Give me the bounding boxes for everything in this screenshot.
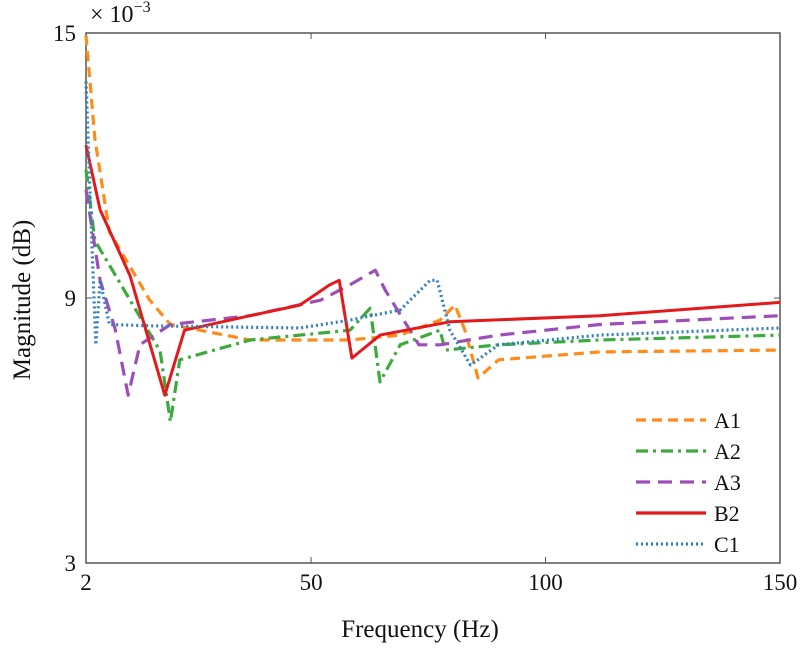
x-tick-label: 2 — [80, 570, 92, 595]
series-line-a3 — [84, 189, 781, 397]
x-tick-label: 100 — [528, 570, 563, 595]
legend-label-a2: A2 — [714, 439, 741, 464]
series-line-a1 — [84, 35, 781, 380]
y-axis-label: Magnitude (dB) — [9, 220, 36, 380]
series-line-a2 — [84, 169, 781, 424]
legend-label-c1: C1 — [714, 532, 740, 557]
x-tick-label: 50 — [300, 570, 323, 595]
y-exponent-label: × 10−3 — [90, 0, 151, 28]
x-tick-label: 150 — [763, 570, 798, 595]
legend-label-a1: A1 — [714, 408, 741, 433]
y-tick-label: 9 — [65, 286, 77, 311]
series-line-c1 — [84, 81, 781, 367]
legend-label-a3: A3 — [714, 470, 741, 495]
y-tick-label: 3 — [65, 551, 77, 576]
x-axis-label: Frequency (Hz) — [341, 616, 499, 643]
y-tick-label: 15 — [53, 21, 76, 46]
plot-frame — [85, 32, 781, 564]
series-line-b2 — [84, 144, 781, 397]
legend-label-b2: B2 — [714, 501, 740, 526]
